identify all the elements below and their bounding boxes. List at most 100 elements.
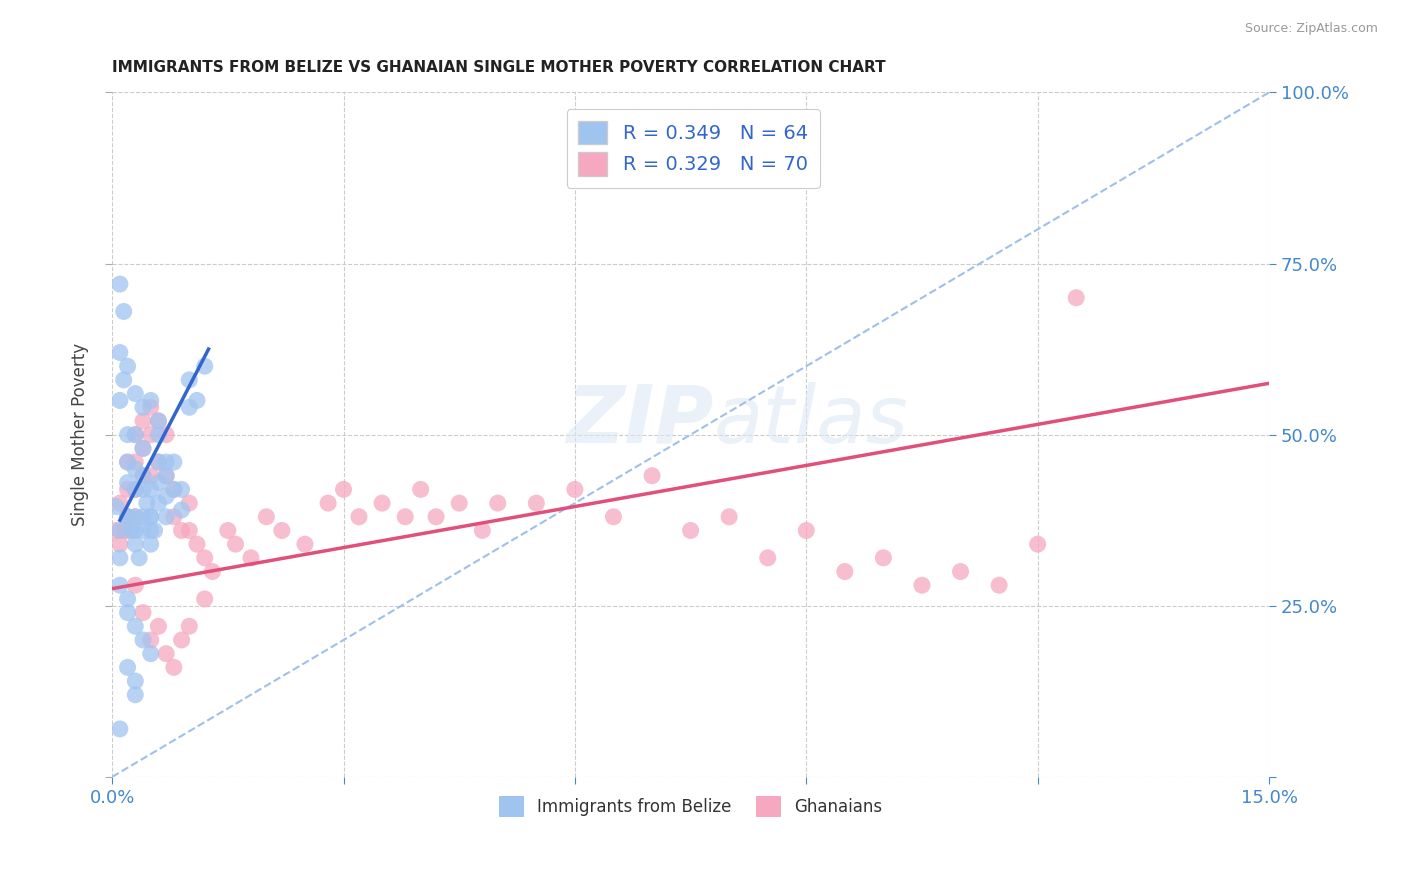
Point	[347, 509, 370, 524]
Point	[163, 660, 186, 674]
Point	[132, 483, 155, 497]
Point	[148, 455, 170, 469]
Point	[332, 483, 354, 497]
Point	[132, 442, 155, 456]
Point	[1026, 537, 1049, 551]
Point	[148, 496, 170, 510]
Point	[139, 509, 162, 524]
Point	[155, 468, 177, 483]
Point	[170, 483, 193, 497]
Point	[872, 550, 894, 565]
Point	[124, 462, 146, 476]
Point	[117, 455, 139, 469]
Legend: Immigrants from Belize, Ghanaians: Immigrants from Belize, Ghanaians	[492, 789, 890, 823]
Point	[112, 304, 135, 318]
Point	[117, 509, 139, 524]
Point	[155, 509, 177, 524]
Point	[124, 483, 146, 497]
Point	[139, 647, 162, 661]
Point	[179, 524, 201, 538]
Point	[132, 468, 155, 483]
Point	[194, 359, 217, 374]
Point	[139, 483, 162, 497]
Point	[911, 578, 934, 592]
Point	[139, 537, 162, 551]
Point	[139, 524, 162, 538]
Point	[117, 509, 139, 524]
Point	[124, 455, 146, 469]
Point	[155, 427, 177, 442]
Point	[132, 509, 155, 524]
Point	[132, 468, 155, 483]
Point	[124, 619, 146, 633]
Point	[1064, 291, 1087, 305]
Point	[794, 524, 817, 538]
Point	[112, 373, 135, 387]
Point	[155, 468, 177, 483]
Point	[139, 427, 162, 442]
Point	[132, 524, 155, 538]
Point	[105, 500, 128, 514]
Point	[602, 509, 624, 524]
Point	[108, 345, 131, 359]
Point	[108, 722, 131, 736]
Point	[117, 509, 139, 524]
Point	[108, 496, 131, 510]
Point	[179, 373, 201, 387]
Point	[139, 468, 162, 483]
Point	[449, 496, 471, 510]
Point	[117, 359, 139, 374]
Point	[679, 524, 702, 538]
Point	[124, 524, 146, 538]
Point	[139, 393, 162, 408]
Text: atlas: atlas	[714, 382, 908, 460]
Point	[155, 647, 177, 661]
Point	[225, 537, 247, 551]
Point	[316, 496, 339, 510]
Point	[120, 524, 142, 538]
Point	[254, 509, 277, 524]
Point	[371, 496, 394, 510]
Point	[148, 619, 170, 633]
Point	[524, 496, 547, 510]
Point	[108, 393, 131, 408]
Point	[124, 386, 146, 401]
Point	[201, 565, 224, 579]
Point	[124, 578, 146, 592]
Point	[132, 442, 155, 456]
Point	[148, 455, 170, 469]
Point	[179, 619, 201, 633]
Text: ZIP: ZIP	[567, 382, 714, 460]
Point	[112, 524, 135, 538]
Point	[132, 414, 155, 428]
Point	[124, 427, 146, 442]
Point	[124, 537, 146, 551]
Point	[641, 468, 664, 483]
Point	[564, 483, 586, 497]
Text: Source: ZipAtlas.com: Source: ZipAtlas.com	[1244, 22, 1378, 36]
Point	[108, 550, 131, 565]
Point	[117, 606, 139, 620]
Point	[139, 509, 162, 524]
Point	[718, 509, 741, 524]
Point	[163, 483, 186, 497]
Point	[834, 565, 856, 579]
Point	[132, 632, 155, 647]
Point	[988, 578, 1011, 592]
Point	[217, 524, 239, 538]
Point	[117, 475, 139, 490]
Point	[170, 632, 193, 647]
Point	[124, 509, 146, 524]
Point	[186, 393, 208, 408]
Point	[179, 496, 201, 510]
Point	[108, 578, 131, 592]
Point	[409, 483, 432, 497]
Point	[270, 524, 292, 538]
Point	[124, 674, 146, 689]
Point	[105, 524, 128, 538]
Point	[117, 591, 139, 606]
Point	[139, 632, 162, 647]
Point	[163, 509, 186, 524]
Point	[108, 277, 131, 291]
Point	[135, 496, 157, 510]
